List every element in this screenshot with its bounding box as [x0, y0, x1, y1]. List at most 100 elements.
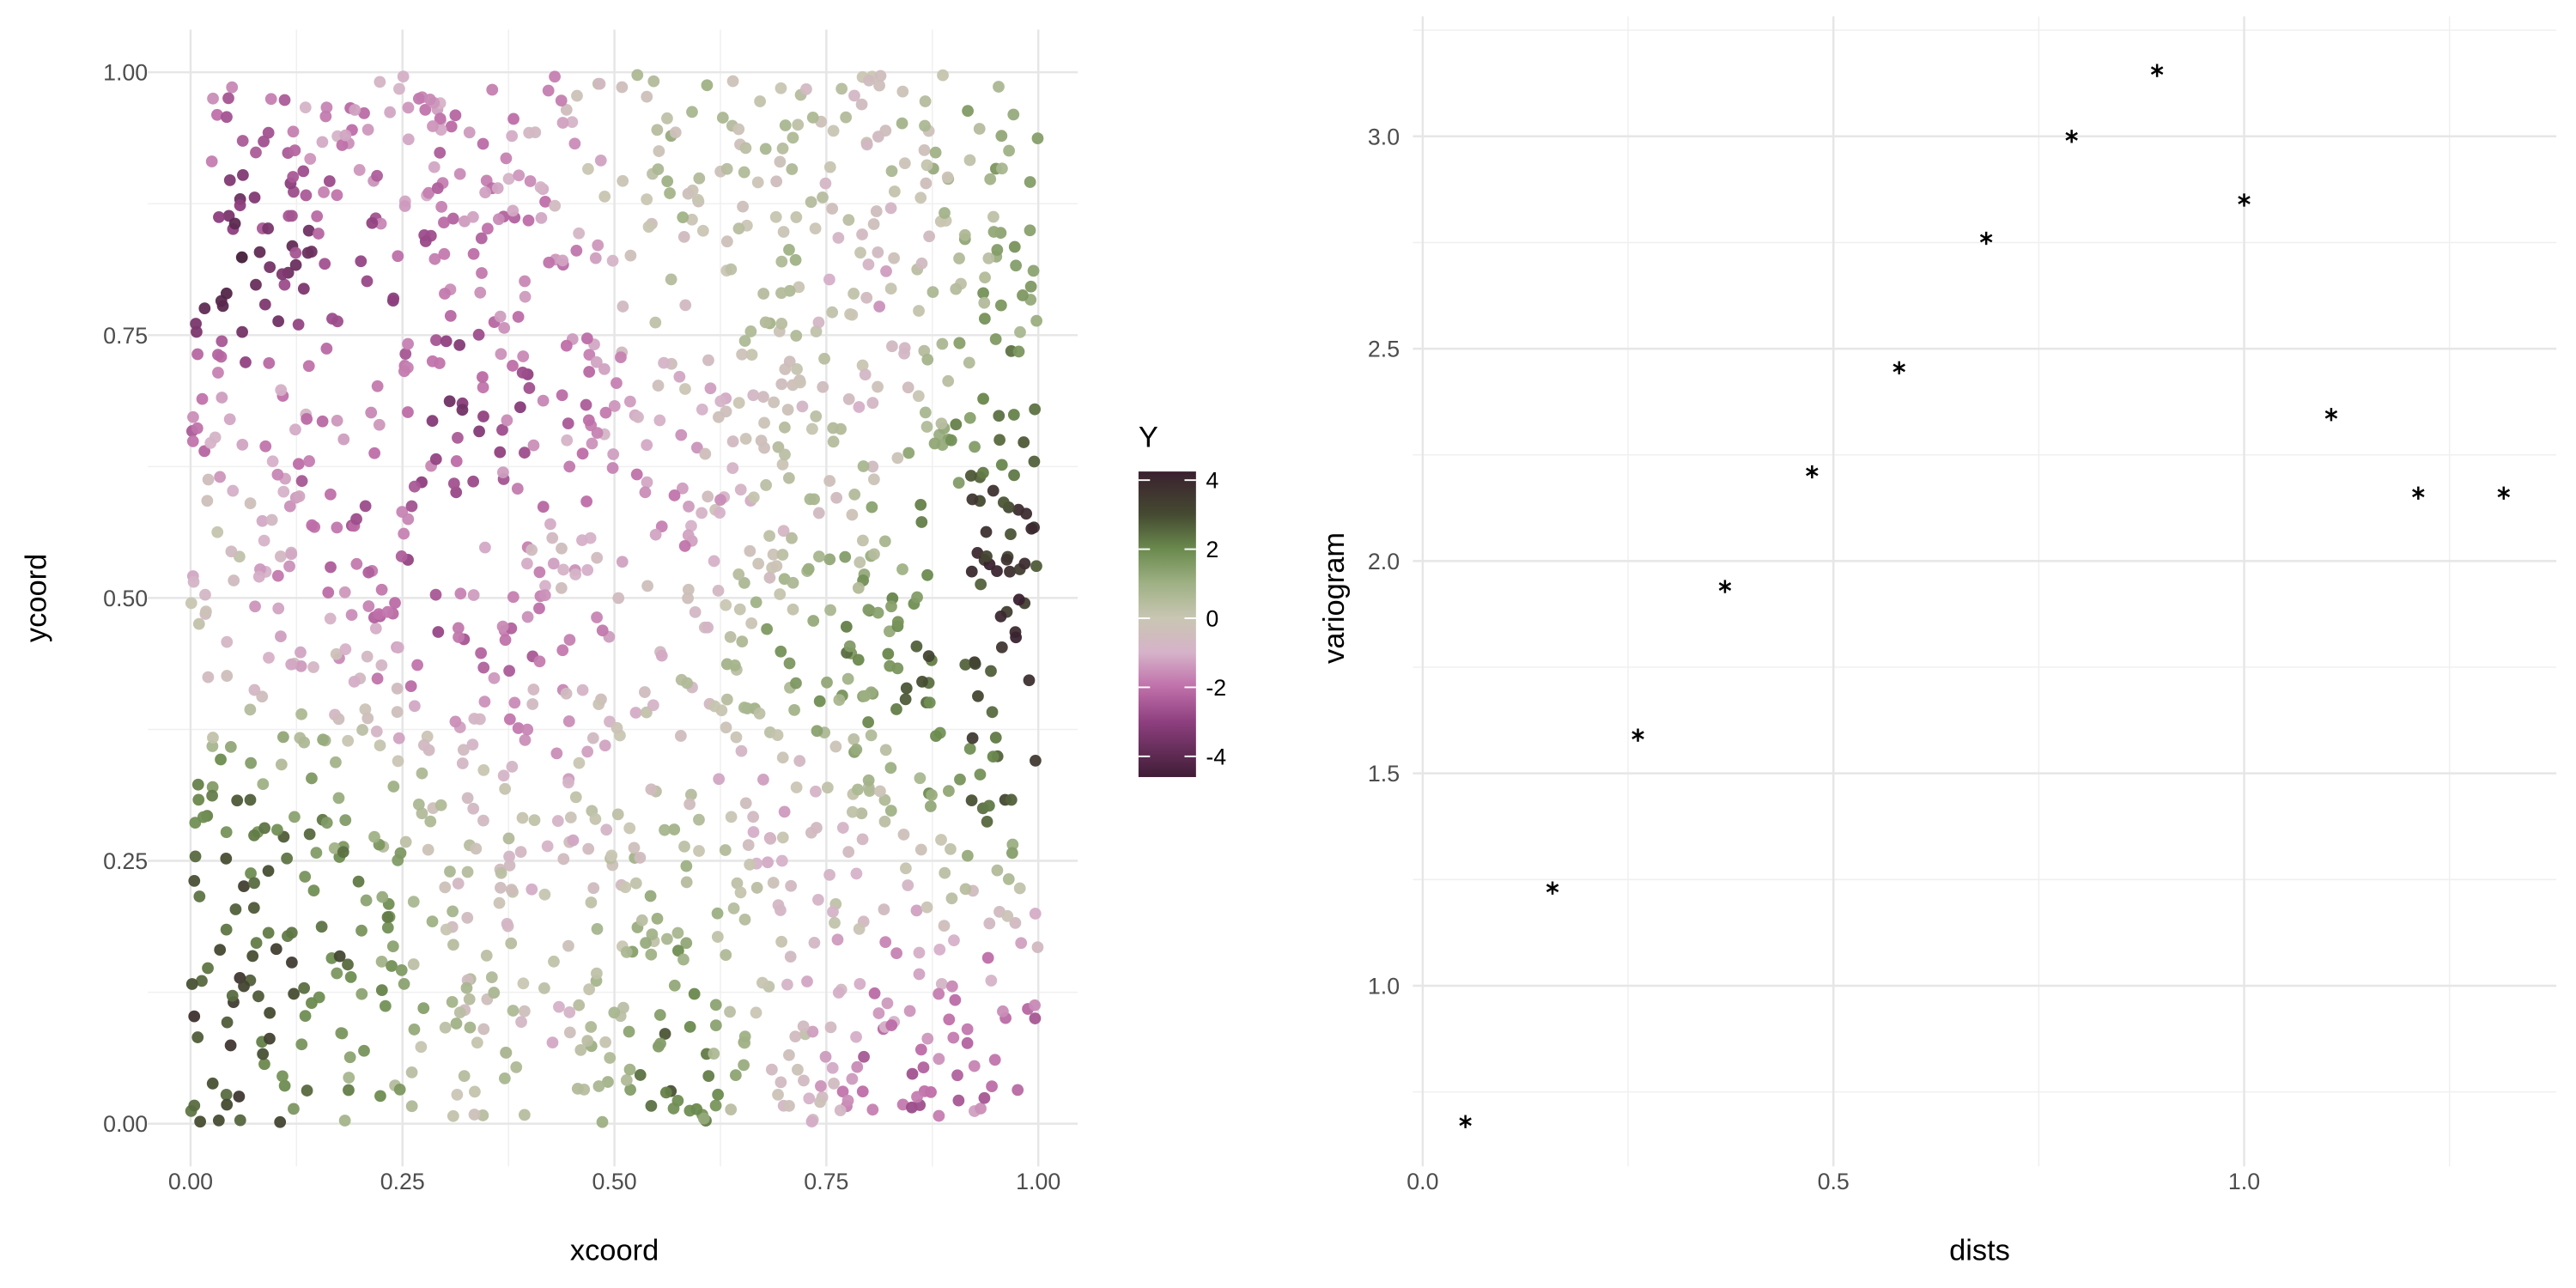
- x-tick-label: 0.50: [592, 1169, 637, 1194]
- data-point: [868, 548, 880, 561]
- data-point: [570, 244, 583, 257]
- data-point: [270, 823, 283, 836]
- data-point: [221, 1098, 234, 1111]
- data-point: [381, 911, 394, 923]
- data-point: [292, 319, 305, 331]
- data-point: [885, 165, 898, 178]
- data-point: [805, 1115, 818, 1128]
- data-point: [404, 680, 417, 693]
- data-point: [451, 1089, 464, 1101]
- data-point: [823, 868, 835, 881]
- data-point: [221, 670, 234, 682]
- data-point: [262, 126, 275, 139]
- data-point: [645, 1099, 658, 1112]
- data-point: [295, 660, 307, 672]
- asterisk-stroke: [1631, 731, 1644, 740]
- data-point: [1005, 793, 1018, 806]
- data-point: [629, 707, 642, 719]
- data-point: [271, 468, 284, 481]
- data-point: [542, 84, 555, 97]
- data-point: [478, 696, 491, 708]
- x-axis-label: dists: [1949, 1234, 2010, 1267]
- data-point: [1029, 908, 1042, 920]
- data-point: [287, 125, 300, 138]
- data-point: [720, 949, 732, 961]
- data-point: [642, 221, 655, 234]
- data-point: [798, 1074, 810, 1087]
- data-point: [827, 906, 839, 918]
- data-point: [285, 548, 298, 561]
- data-point: [507, 112, 519, 125]
- data-point: [762, 856, 774, 869]
- data-point: [453, 631, 465, 643]
- data-point: [557, 853, 570, 866]
- data-point: [623, 822, 636, 835]
- data-point: [726, 75, 739, 88]
- x-tick-label: 0.00: [168, 1169, 213, 1194]
- data-point: [355, 987, 368, 1000]
- variogram-point: [2150, 64, 2164, 77]
- data-point: [1009, 917, 1022, 929]
- data-point: [480, 949, 493, 962]
- data-point: [379, 999, 392, 1012]
- data-point: [828, 1077, 840, 1090]
- data-point: [598, 191, 611, 203]
- data-point: [699, 447, 712, 460]
- data-point: [920, 901, 933, 914]
- data-point: [793, 281, 805, 294]
- data-point: [468, 1109, 481, 1121]
- data-point: [450, 1018, 463, 1030]
- data-point: [573, 999, 586, 1012]
- data-point: [764, 832, 777, 845]
- data-point: [374, 739, 386, 752]
- data-point: [464, 1021, 477, 1034]
- data-point: [961, 1023, 974, 1036]
- data-point: [884, 659, 896, 672]
- data-point: [886, 340, 898, 353]
- variogram-point: [1806, 465, 1819, 479]
- data-point: [775, 1076, 787, 1089]
- data-point: [848, 489, 861, 501]
- data-point: [693, 172, 706, 185]
- data-point: [783, 657, 796, 670]
- data-point: [543, 256, 556, 269]
- data-point: [652, 380, 665, 392]
- data-point: [457, 744, 470, 756]
- data-point: [836, 822, 849, 834]
- asterisk-stroke: [2324, 410, 2338, 419]
- data-point: [826, 203, 839, 215]
- data-point: [302, 224, 315, 237]
- data-point: [317, 733, 329, 746]
- data-point: [498, 322, 511, 334]
- data-point: [1010, 259, 1023, 272]
- data-point: [503, 860, 516, 872]
- data-point: [645, 948, 658, 961]
- data-point: [982, 252, 995, 264]
- data-point: [220, 287, 233, 300]
- data-point: [185, 978, 198, 990]
- data-point: [624, 249, 637, 262]
- data-point: [793, 755, 806, 768]
- data-point: [872, 1007, 885, 1019]
- data-point: [945, 842, 957, 855]
- data-point: [685, 788, 697, 801]
- data-point: [819, 177, 832, 190]
- data-point: [278, 94, 291, 106]
- data-point: [1013, 882, 1026, 895]
- data-point: [549, 70, 561, 83]
- data-point: [841, 672, 854, 685]
- data-point: [862, 258, 875, 270]
- data-point: [734, 483, 747, 496]
- data-point: [647, 75, 660, 88]
- data-point: [981, 815, 993, 828]
- data-point: [713, 773, 726, 786]
- data-point: [248, 829, 260, 841]
- data-point: [738, 577, 750, 589]
- data-point: [930, 730, 942, 742]
- data-point: [393, 82, 405, 95]
- data-point: [935, 977, 948, 990]
- data-point: [374, 217, 387, 230]
- variogram-point: [1631, 728, 1644, 742]
- data-point: [495, 866, 507, 879]
- data-point: [985, 665, 997, 677]
